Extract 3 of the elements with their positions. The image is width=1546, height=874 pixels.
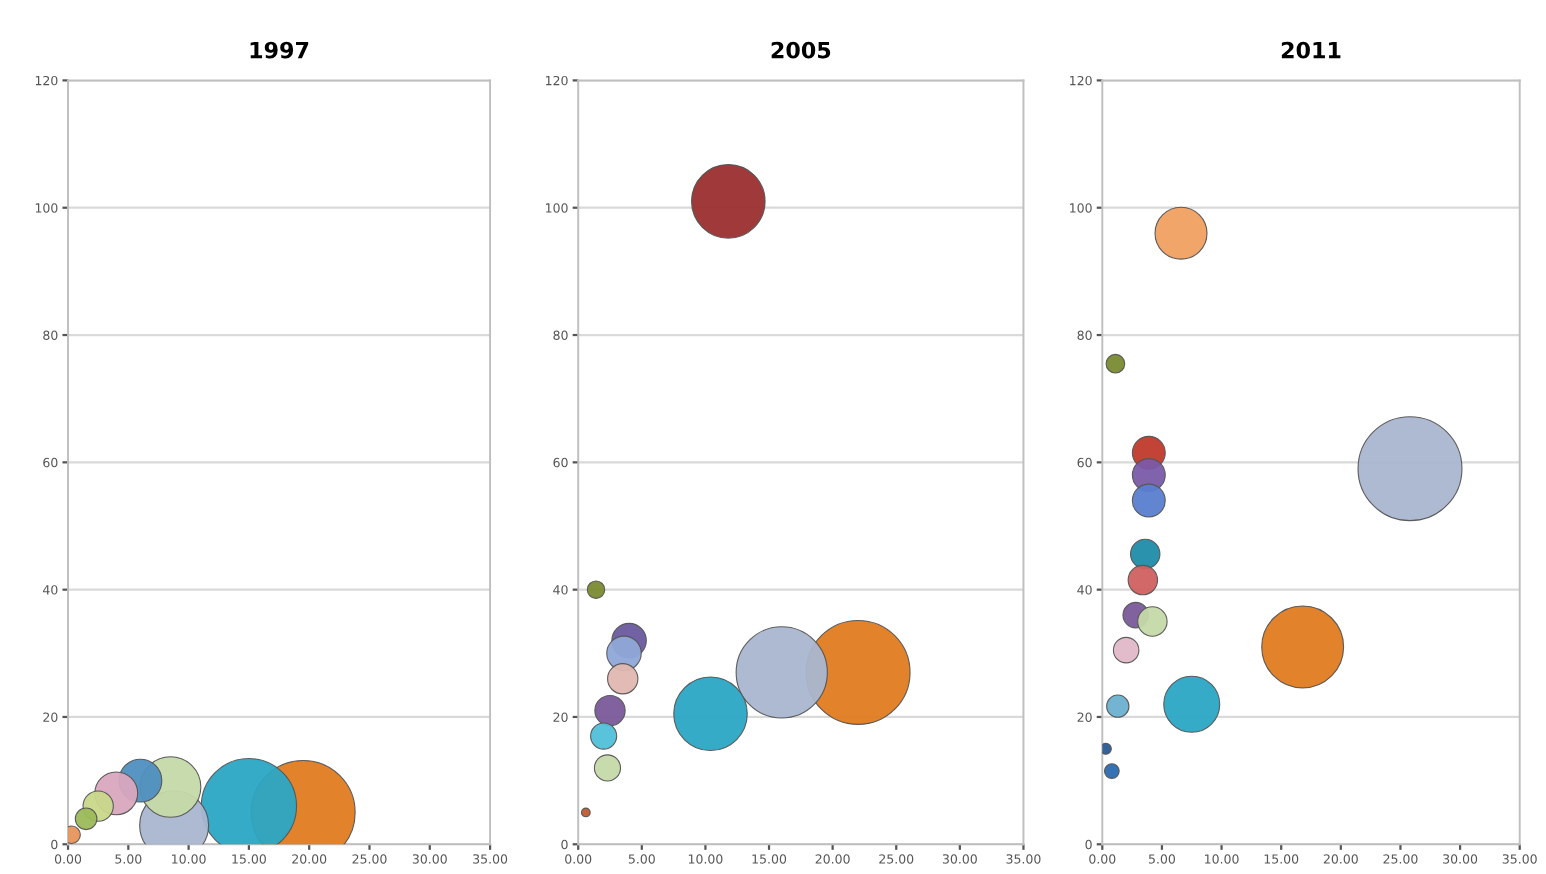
chart-title: 2011 <box>1281 41 1341 59</box>
chart-title: 1997 <box>250 41 309 59</box>
chart-title: 2005 <box>771 41 831 59</box>
